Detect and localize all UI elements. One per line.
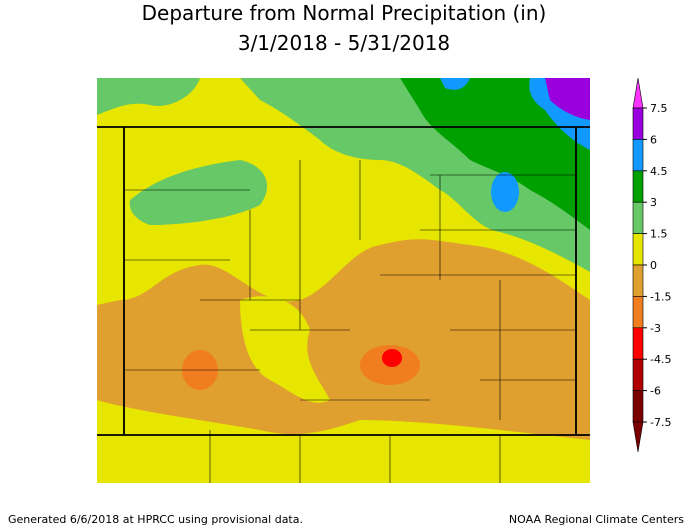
footer-right: NOAA Regional Climate Centers <box>509 513 684 526</box>
colorbar-segment <box>632 201 644 234</box>
colorbar-segment <box>632 170 644 203</box>
footer-left: Generated 6/6/2018 at HPRCC using provis… <box>8 513 303 526</box>
colorbar-label: 7.5 <box>650 102 668 115</box>
spot-blue <box>491 172 519 212</box>
spot-red <box>382 349 402 367</box>
colorbar-label: -7.5 <box>650 416 671 429</box>
colorbar-label: 3 <box>650 196 657 209</box>
spot-purple <box>545 78 590 120</box>
colorbar-label: -6 <box>650 385 661 398</box>
colorbar-segment <box>632 327 644 360</box>
region-near-normal-south <box>97 400 590 483</box>
colorbar-label: 4.5 <box>650 165 668 178</box>
colorbar: 7.5 6 4.5 3 1.5 0 -1.5 -3 -4.5 -6 -7.5 <box>632 77 671 453</box>
title: Departure from Normal Precipitation (in) <box>142 1 547 25</box>
region-wet-west <box>129 160 268 225</box>
county-lines <box>124 160 576 483</box>
colorbar-segment <box>632 233 644 266</box>
colorbar-label: -1.5 <box>650 290 671 303</box>
colorbar-segment <box>632 264 644 297</box>
subtitle: 3/1/2018 - 5/31/2018 <box>238 31 450 55</box>
colorbar-label: -3 <box>650 322 661 335</box>
region-very-wet <box>400 78 590 230</box>
colorbar-bottom-arrow <box>632 421 644 453</box>
colorbar-label: 1.5 <box>650 228 668 241</box>
colorbar-segment <box>632 390 644 423</box>
colorbar-label: 0 <box>650 259 657 272</box>
map <box>97 78 590 483</box>
colorbar-segment <box>632 139 644 172</box>
colorbar-top-arrow <box>632 77 644 109</box>
colorbar-segment <box>632 296 644 329</box>
state-border <box>97 126 590 436</box>
colorbar-segment <box>632 107 644 140</box>
colorbar-label: 6 <box>650 133 657 146</box>
colorbar-label: -4.5 <box>650 353 671 366</box>
region-wet-nw <box>97 78 200 115</box>
spot-blue-north <box>440 78 470 90</box>
colorbar-segment <box>632 358 644 391</box>
region-near-normal-central <box>240 296 330 403</box>
